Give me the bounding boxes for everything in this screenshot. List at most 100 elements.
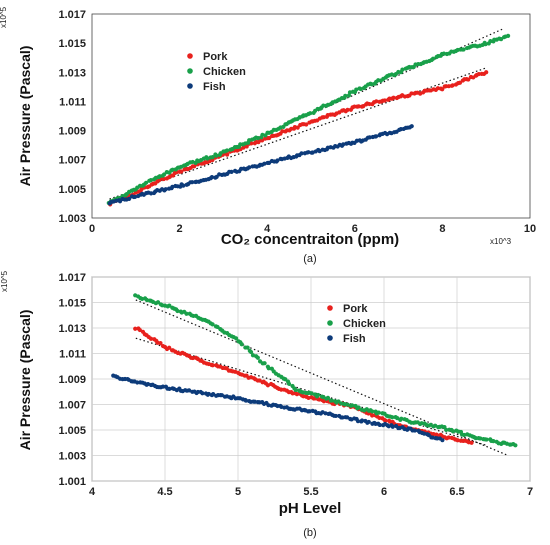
x-ticks-b: 4 4.5 5 5.5 6 6.5 7 [89,486,533,498]
data-point-fish [229,169,234,174]
y-tick-label: 1.013 [58,67,86,79]
data-point-pork [383,418,388,423]
data-point-chicken [491,438,496,444]
x-tick-label: 4 [264,223,271,235]
data-point-chicken [248,349,254,355]
data-point-fish [377,422,382,428]
y-tick-label: 1.009 [58,126,86,138]
data-point-chicken [161,172,167,177]
data-point-chicken [293,387,298,393]
data-point-pork [280,129,285,134]
data-point-pork [469,440,474,445]
x-multiplier-a: x10^3 [490,237,512,246]
x-tick-label: 6 [381,486,387,498]
data-point-chicken [250,353,256,358]
x-tick-label: 0 [89,223,95,235]
y-tick-label: 1.003 [58,451,86,463]
data-point-chicken [315,392,321,398]
data-points-a [106,33,511,207]
data-point-chicken [356,405,361,410]
data-point-pork [391,95,396,100]
data-point-pork [225,152,230,157]
data-point-chicken [498,37,504,42]
y-tick-label: 1.009 [58,374,86,386]
data-point-chicken [255,135,261,141]
data-point-chicken [255,355,260,360]
data-point-chicken [354,87,359,92]
x-axis-title-a: CO₂ concentraiton (ppm) [221,231,399,248]
gridlines-b [91,276,531,482]
data-point-chicken [234,336,239,341]
y-tick-label: 1.007 [58,400,86,412]
data-point-fish [163,187,168,192]
y-tick-label: 1.007 [58,155,86,167]
data-point-chicken [461,47,466,52]
y-ticks-b: 1.001 1.003 1.005 1.007 1.009 1.011 1.013 1.015… [58,272,86,488]
chart-b: 1.001 1.003 1.005 1.007 1.009 1.011 1.013 1.015… [0,270,533,539]
plot-area-a [91,13,531,219]
data-point-chicken [184,311,189,316]
data-point-fish [341,142,346,147]
data-point-chicken [157,174,162,179]
data-point-pork [440,87,445,92]
data-point-chicken [350,403,355,408]
data-point-fish [307,409,312,414]
data-point-pork [249,141,254,146]
data-point-fish [247,165,252,170]
data-point-chicken [143,180,149,185]
data-point-pork [295,125,300,130]
x-ticks-a: 0 2 4 6 8 10 [89,223,536,235]
legend-marker-chicken [187,68,193,74]
legend-label-pork: Pork [343,303,368,315]
data-point-fish [209,175,215,180]
data-point-chicken [262,361,267,366]
data-point-pork [148,336,154,341]
y-tick-label: 1.015 [58,38,86,50]
data-point-fish [299,151,304,156]
data-point-fish [275,158,280,163]
data-point-pork [133,326,138,331]
data-point-fish [373,134,379,139]
data-point-chicken [400,67,405,72]
x-tick-label: 6 [352,223,358,235]
data-point-pork [321,115,326,120]
data-point-fish [127,196,132,202]
data-point-fish [206,391,211,397]
x-tick-label: 5 [235,486,241,498]
data-point-chicken [478,436,483,441]
data-point-fish [167,386,172,391]
x-tick-label: 8 [439,223,445,235]
data-point-fish [306,150,311,155]
data-point-chicken [343,93,348,98]
y-tick-label: 1.015 [58,298,86,310]
data-point-chicken [483,42,488,47]
data-point-pork [466,77,471,82]
legend-marker-chicken [327,320,333,326]
data-point-chicken [286,381,292,386]
data-point-pork [294,392,300,397]
legend-a: Pork Chicken Fish [187,51,246,93]
y-tick-label: 1.011 [59,96,86,108]
data-point-chicken [358,86,363,92]
data-point-fish [390,424,395,429]
data-point-chicken [329,398,334,403]
legend-label-fish: Fish [203,81,226,93]
data-point-fish [340,415,345,420]
data-point-fish [266,403,271,408]
legend-label-pork: Pork [203,51,228,63]
data-point-fish [409,124,414,129]
data-point-chicken [170,167,175,172]
data-point-pork [345,107,350,112]
data-point-pork [158,341,163,346]
y-tick-label: 1.003 [58,213,86,225]
y-tick-label: 1.001 [58,476,86,488]
legend-marker-fish [327,335,333,341]
data-point-chicken [376,410,381,415]
data-point-chicken [390,415,395,420]
y-tick-label: 1.011 [59,349,86,361]
x-tick-label: 4.5 [157,486,172,498]
data-point-fish [359,418,365,423]
data-point-chicken [245,345,250,350]
y-tick-label: 1.013 [58,323,86,335]
